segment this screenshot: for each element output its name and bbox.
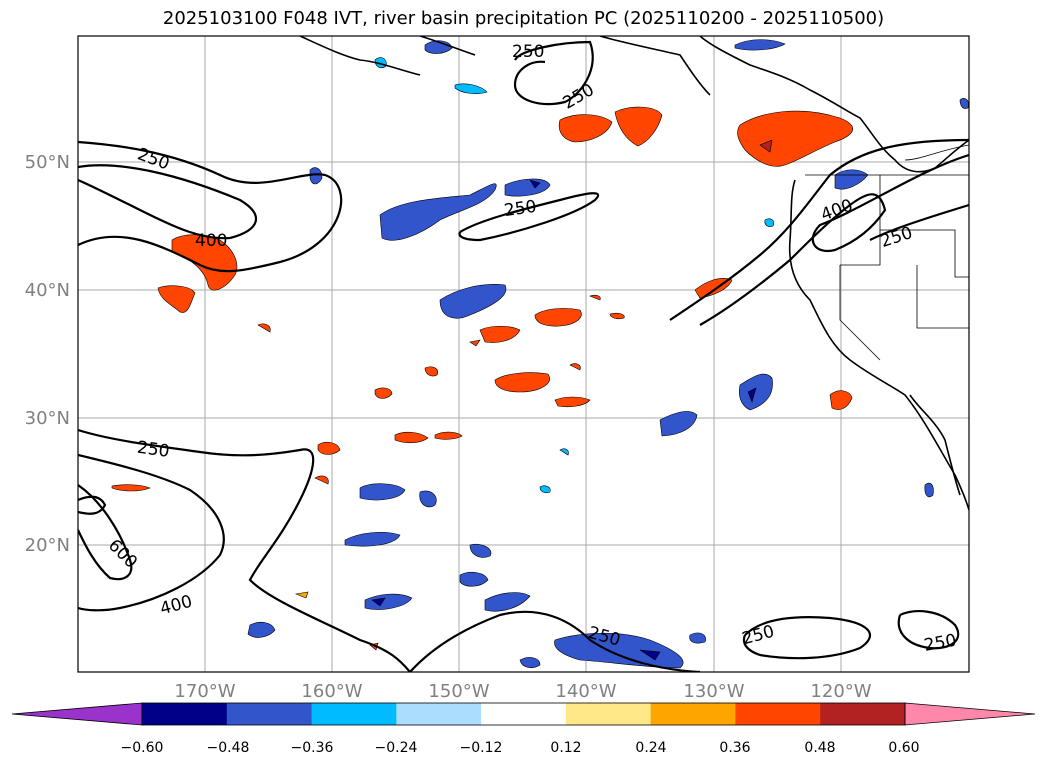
contour-label: 400: [195, 231, 227, 251]
colorbar-segment: [650, 703, 736, 725]
negative-anomaly-areas: [247, 39, 969, 669]
positive-anomaly-areas: [111, 106, 853, 651]
colorbar-tick: 0.12: [550, 740, 581, 756]
colorbar-tick: −0.24: [375, 740, 418, 756]
contour-label: 250: [503, 197, 538, 221]
lon-label: 120°W: [810, 681, 871, 702]
colorbar-tick-labels: −0.60 −0.48 −0.36 −0.24 −0.12 0.12 0.24 …: [121, 740, 920, 756]
lat-label: 20°N: [25, 535, 70, 556]
colorbar-tick: 0.24: [635, 740, 666, 756]
lon-label: 150°W: [428, 681, 489, 702]
colorbar: [11, 702, 1036, 726]
map-panel: 250 250 250 400 250 400 250 250 600 400 …: [77, 35, 970, 673]
longitude-labels: 170°W 160°W 150°W 140°W 130°W 120°W: [174, 681, 871, 702]
colorbar-tick: −0.48: [207, 740, 250, 756]
lon-label: 130°W: [683, 681, 744, 702]
ivt-contours: [78, 40, 969, 672]
colorbar-frame: [141, 702, 906, 726]
colorbar-segment: [481, 703, 567, 725]
colorbar-segment: [226, 703, 313, 725]
colorbar-tick: 0.36: [719, 740, 750, 756]
lat-label: 30°N: [25, 408, 70, 429]
colorbar-extend-low: [11, 702, 143, 726]
colorbar-segment: [311, 703, 397, 725]
colorbar-tick: −0.36: [291, 740, 334, 756]
lat-label: 40°N: [25, 280, 70, 301]
contour-label: 250: [512, 42, 544, 62]
latitude-labels: 50°N 40°N 30°N 20°N: [25, 152, 70, 556]
colorbar-extend-high: [904, 702, 1036, 726]
lon-label: 140°W: [555, 681, 616, 702]
colorbar-segment: [142, 703, 228, 725]
colorbar-segment: [396, 703, 482, 725]
contour-label: 250: [136, 438, 171, 462]
lon-label: 170°W: [174, 681, 235, 702]
colorbar-tick: 0.48: [804, 740, 835, 756]
lon-label: 160°W: [301, 681, 362, 702]
colorbar-tick: 0.60: [888, 740, 919, 756]
map-frame: [77, 35, 970, 673]
borders: [805, 144, 969, 361]
colorbar-segment: [565, 703, 652, 725]
coastline: [299, 36, 969, 511]
colorbar-segment: [735, 703, 821, 725]
graticule: [78, 36, 969, 672]
map-title: 2025103100 F048 IVT, river basin precipi…: [162, 8, 885, 29]
colorbar-tick: −0.12: [460, 740, 503, 756]
lat-label: 50°N: [25, 152, 70, 173]
colorbar-segment: [820, 703, 906, 725]
colorbar-tick: −0.60: [121, 740, 164, 756]
